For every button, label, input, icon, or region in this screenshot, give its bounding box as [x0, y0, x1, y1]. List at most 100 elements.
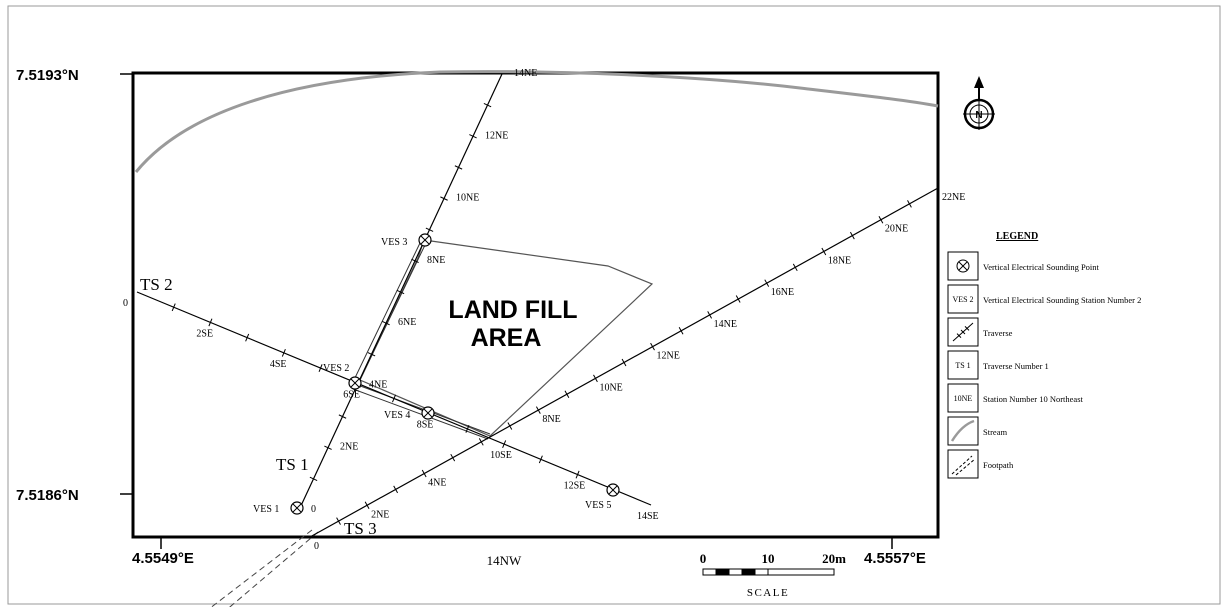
station-label: 0	[314, 541, 319, 552]
traverse-layer: 0 2NE 4NE 6NE 8NE 10NE 12NE 14NE 0 2SE 4SE 6SE 8SE 10…	[123, 68, 965, 552]
station-label: 16NE	[771, 287, 794, 298]
station-tick	[483, 103, 492, 108]
legend-item-ves-point: Vertical Electrical Sounding Point	[947, 251, 1100, 281]
scale-label: SCALE	[747, 587, 789, 599]
legend-item-label: Vertical Electrical Sounding Station Num…	[983, 295, 1141, 305]
ves-point-5: VES 5	[585, 483, 620, 511]
station-label: 8SE	[417, 420, 434, 431]
station-tick	[425, 227, 434, 232]
lon-right-label: 4.5557°E	[864, 550, 926, 567]
station-label: 10SE	[490, 450, 512, 461]
station-label: 6NE	[398, 317, 416, 328]
station-label: 0	[123, 298, 128, 309]
legend-symbol-box	[947, 284, 979, 314]
station-tick	[478, 438, 484, 446]
station-label: 12NE	[485, 130, 508, 141]
station-tick	[502, 440, 507, 449]
station-tick	[507, 422, 513, 430]
station-tick	[364, 501, 370, 510]
footpath-segment-ts1	[352, 242, 426, 385]
station-label: 14NE	[514, 68, 537, 79]
legend-symbol-box	[947, 350, 979, 380]
legend-item-stream: Stream	[947, 416, 1007, 446]
station-tick	[281, 348, 286, 357]
station-tick	[171, 303, 176, 312]
traverse-1: 0 2NE 4NE 6NE 8NE 10NE 12NE 14NE	[298, 68, 537, 515]
scale-tick-10: 10	[762, 551, 775, 566]
station-tick	[392, 394, 396, 403]
landfill-boundary	[359, 239, 654, 437]
north-arrow-icon: N	[963, 76, 995, 130]
station-tick	[650, 342, 655, 351]
station-tick	[208, 318, 213, 327]
legend-item-label: Traverse Number 1	[983, 361, 1049, 371]
ves-label: VES 1	[253, 504, 279, 515]
ves-label: VES 2	[323, 363, 349, 374]
legend-item-ves-station: VES 2 Vertical Electrical Sounding Statio…	[947, 284, 1141, 314]
station-label: 4SE	[270, 359, 287, 370]
station-label: 10NE	[456, 193, 479, 204]
station-label: 4NE	[369, 379, 387, 390]
ves-point-1: VES 1	[253, 501, 304, 515]
legend-symbol-box	[947, 383, 979, 413]
station-label: 18NE	[828, 255, 851, 266]
lat-bottom-label: 7.5186°N	[16, 487, 79, 504]
lat-top-label: 7.5193°N	[16, 67, 79, 84]
station-tick	[336, 517, 341, 525]
legend-item-traverse: Traverse	[947, 317, 1013, 347]
station-label: 12SE	[564, 481, 586, 492]
page-border	[7, 5, 1221, 605]
station-tick	[393, 485, 399, 494]
station-tick	[678, 327, 684, 335]
legend: LEGEND Vertical Electrical Sounding Poin…	[947, 231, 1141, 479]
station-tick	[440, 196, 448, 201]
footpath-segment-ts2	[352, 383, 491, 440]
station-tick	[707, 311, 713, 319]
legend-symbol-text: TS 1	[955, 361, 970, 370]
legend-item-label: Station Number 10 Northeast	[983, 394, 1083, 404]
scale-tick-20: 20m	[822, 551, 846, 566]
station-tick	[538, 455, 543, 464]
scale-bar	[702, 568, 835, 576]
station-label: 12NE	[657, 351, 680, 362]
legend-item-traverse-number: TS 1 Traverse Number 1	[947, 350, 1049, 380]
ves-label: VES 4	[384, 410, 410, 421]
station-label: 20NE	[885, 224, 908, 235]
station-tick	[564, 390, 570, 398]
station-tick	[621, 358, 627, 367]
north-arrow-letter: N	[975, 110, 982, 121]
ves-label: VES 5	[585, 500, 611, 511]
legend-symbol-text: VES 2	[952, 295, 973, 304]
ves-point-4: VES 4	[384, 406, 435, 421]
station-tick	[421, 469, 427, 478]
traverse-label-ts2: TS 2	[140, 275, 173, 294]
station-label: 14SE	[637, 511, 659, 522]
station-tick	[396, 289, 405, 295]
station-label: 2NE	[371, 509, 389, 520]
station-tick	[454, 165, 463, 170]
landfill-label-line2: AREA	[471, 324, 542, 352]
station-tick	[465, 425, 470, 433]
station-tick	[318, 364, 323, 372]
station-tick	[907, 200, 912, 208]
station-tick	[324, 445, 332, 450]
landfill-label-line1: LAND FILL	[448, 296, 577, 324]
stream-icon	[950, 419, 975, 442]
legend-item-footpath: Footpath	[947, 449, 1014, 479]
footpath-label: 14NW	[487, 553, 522, 568]
legend-item-label: Footpath	[983, 460, 1014, 470]
station-tick	[792, 263, 798, 272]
station-label: 8NE	[427, 255, 445, 266]
stream-line	[134, 70, 939, 173]
station-label: 14NE	[714, 319, 737, 330]
legend-item-station-number: 10NE Station Number 10 Northeast	[947, 383, 1083, 413]
station-tick	[575, 470, 580, 479]
station-tick	[764, 279, 770, 287]
station-label: 22NE	[942, 192, 965, 203]
station-tick	[593, 374, 598, 383]
lon-left-label: 4.5549°E	[132, 550, 194, 567]
station-tick	[878, 215, 884, 224]
ves-point-2: VES 2	[323, 363, 362, 390]
traverse-label-ts1: TS 1	[276, 455, 309, 474]
